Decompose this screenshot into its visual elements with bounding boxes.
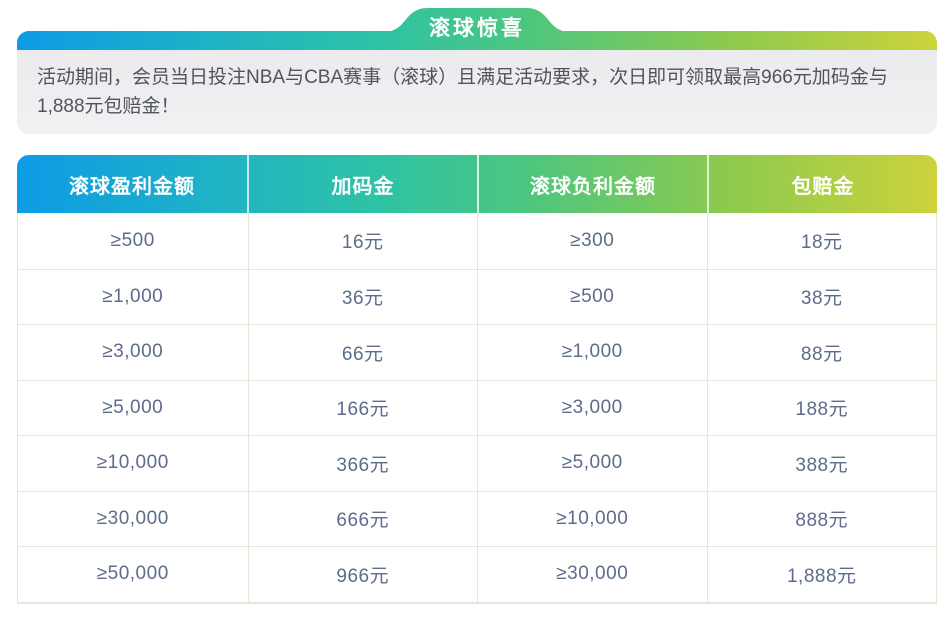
header-cell-compensation: 包赔金 [707,155,937,213]
table-cell: ≥1,000 [477,325,707,380]
table-cell: 166元 [247,380,478,435]
payout-table: 滚球盈利金额 加码金 滚球负利金额 包赔金 ≥500 16元 ≥300 18元 … [17,155,937,604]
banner-title: 滚球惊喜 [429,17,525,40]
table-cell: 188元 [706,380,937,435]
table-cell: 16元 [247,213,478,269]
table-cell: 966元 [247,547,478,602]
table-cell: ≥5,000 [102,396,164,418]
table-cell: 66元 [247,325,478,380]
table-cell: ≥5,000 [477,436,707,491]
table-cell: ≥30,000 [96,507,169,529]
promo-page: 滚球惊喜 活动期间，会员当日投注NBA与CBA赛事（滚球）且满足活动要求，次日即… [17,8,937,604]
table-cell: ≥3,000 [102,341,164,363]
table-cell: ≥1,000 [102,285,164,307]
table-cell: 388元 [706,436,937,491]
table-cell: ≥3,000 [477,380,707,435]
table-row: ≥1,000 36元 ≥500 38元 [18,268,937,324]
table-cell: ≥10,000 [96,452,169,474]
header-cell-bonus: 加码金 [247,155,477,213]
table-row: ≥3,000 66元 ≥1,000 88元 [18,324,936,380]
table-body: ≥500 16元 ≥300 18元 ≥1,000 36元 ≥500 38元 ≥3… [17,213,937,604]
table-cell: 666元 [247,491,478,546]
table-cell: 366元 [247,436,478,491]
table-cell: ≥300 [477,213,707,269]
table-row: ≥50,000 966元 ≥30,000 1,888元 [18,546,936,602]
table-cell: ≥500 [110,229,155,251]
table-cell: 88元 [706,325,937,380]
table-cell: ≥30,000 [477,547,707,602]
table-header: 滚球盈利金额 加码金 滚球负利金额 包赔金 [17,155,937,213]
table-cell: 38元 [706,269,937,324]
table-row: ≥30,000 666元 ≥10,000 888元 [18,490,937,546]
table-row: ≥10,000 366元 ≥5,000 388元 [18,435,936,491]
table-cell: 1,888元 [706,547,937,602]
header-cell-loss: 滚球负利金额 [477,155,707,213]
promo-banner: 滚球惊喜 [17,8,937,50]
table-cell: 18元 [706,213,937,269]
table-cell: ≥50,000 [96,563,169,585]
table-row: ≥500 16元 ≥300 18元 [18,213,936,269]
table-cell: 888元 [706,491,937,546]
notice-text: 活动期间，会员当日投注NBA与CBA赛事（滚球）且满足活动要求，次日即可领取最高… [37,67,888,117]
table-cell: ≥10,000 [477,491,707,546]
banner-badge-shape [17,8,937,50]
table-row: ≥5,000 166元 ≥3,000 188元 [18,379,937,435]
notice-panel: 活动期间，会员当日投注NBA与CBA赛事（滚球）且满足活动要求，次日即可领取最高… [17,50,937,134]
table-cell: ≥500 [477,269,707,324]
table-cell: 36元 [247,269,478,324]
header-cell-profit: 滚球盈利金额 [69,175,195,198]
